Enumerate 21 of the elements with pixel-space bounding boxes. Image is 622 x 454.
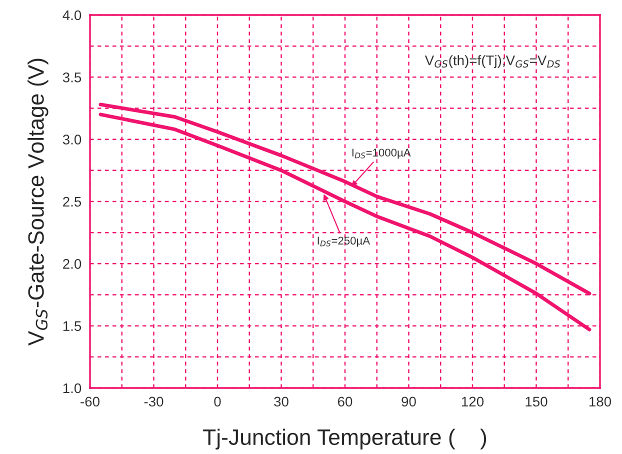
y-axis-title: V$_{GS}$-Gate-Source Voltage (V): [28, 58, 48, 346]
annotation: I$_{DS}$=250µA: [318, 236, 370, 247]
x-tick-label: 120: [462, 396, 484, 407]
x-axis-title: Tj-Junction Temperature ( ): [203, 428, 486, 450]
y-tick-label: 3.0: [62, 134, 82, 145]
y-tick-label: 2.0: [63, 259, 82, 269]
y-tick-label: 4.0: [62, 10, 82, 20]
annotation: I$_{DS}$=1000µA: [352, 148, 411, 159]
x-tick-label: 90: [402, 396, 416, 407]
y-tick-label: 3.5: [62, 72, 82, 82]
y-tick-label: 2.5: [63, 196, 82, 207]
x-tick-label: 150: [526, 396, 548, 407]
x-tick-label: -60: [80, 396, 100, 407]
x-tick-label: -30: [144, 396, 164, 407]
x-tick-label: 180: [589, 396, 612, 407]
y-tick-label: 1.5: [63, 321, 82, 332]
annotation: V$_{GS}$(th)=f(Tj);V$_{GS}$=V$_{DS}$: [424, 55, 560, 68]
x-tick-label: 60: [338, 396, 352, 407]
x-tick-label: 30: [274, 396, 288, 407]
x-tick-label: 0: [214, 396, 221, 407]
y-tick-label: 1.0: [63, 383, 82, 394]
